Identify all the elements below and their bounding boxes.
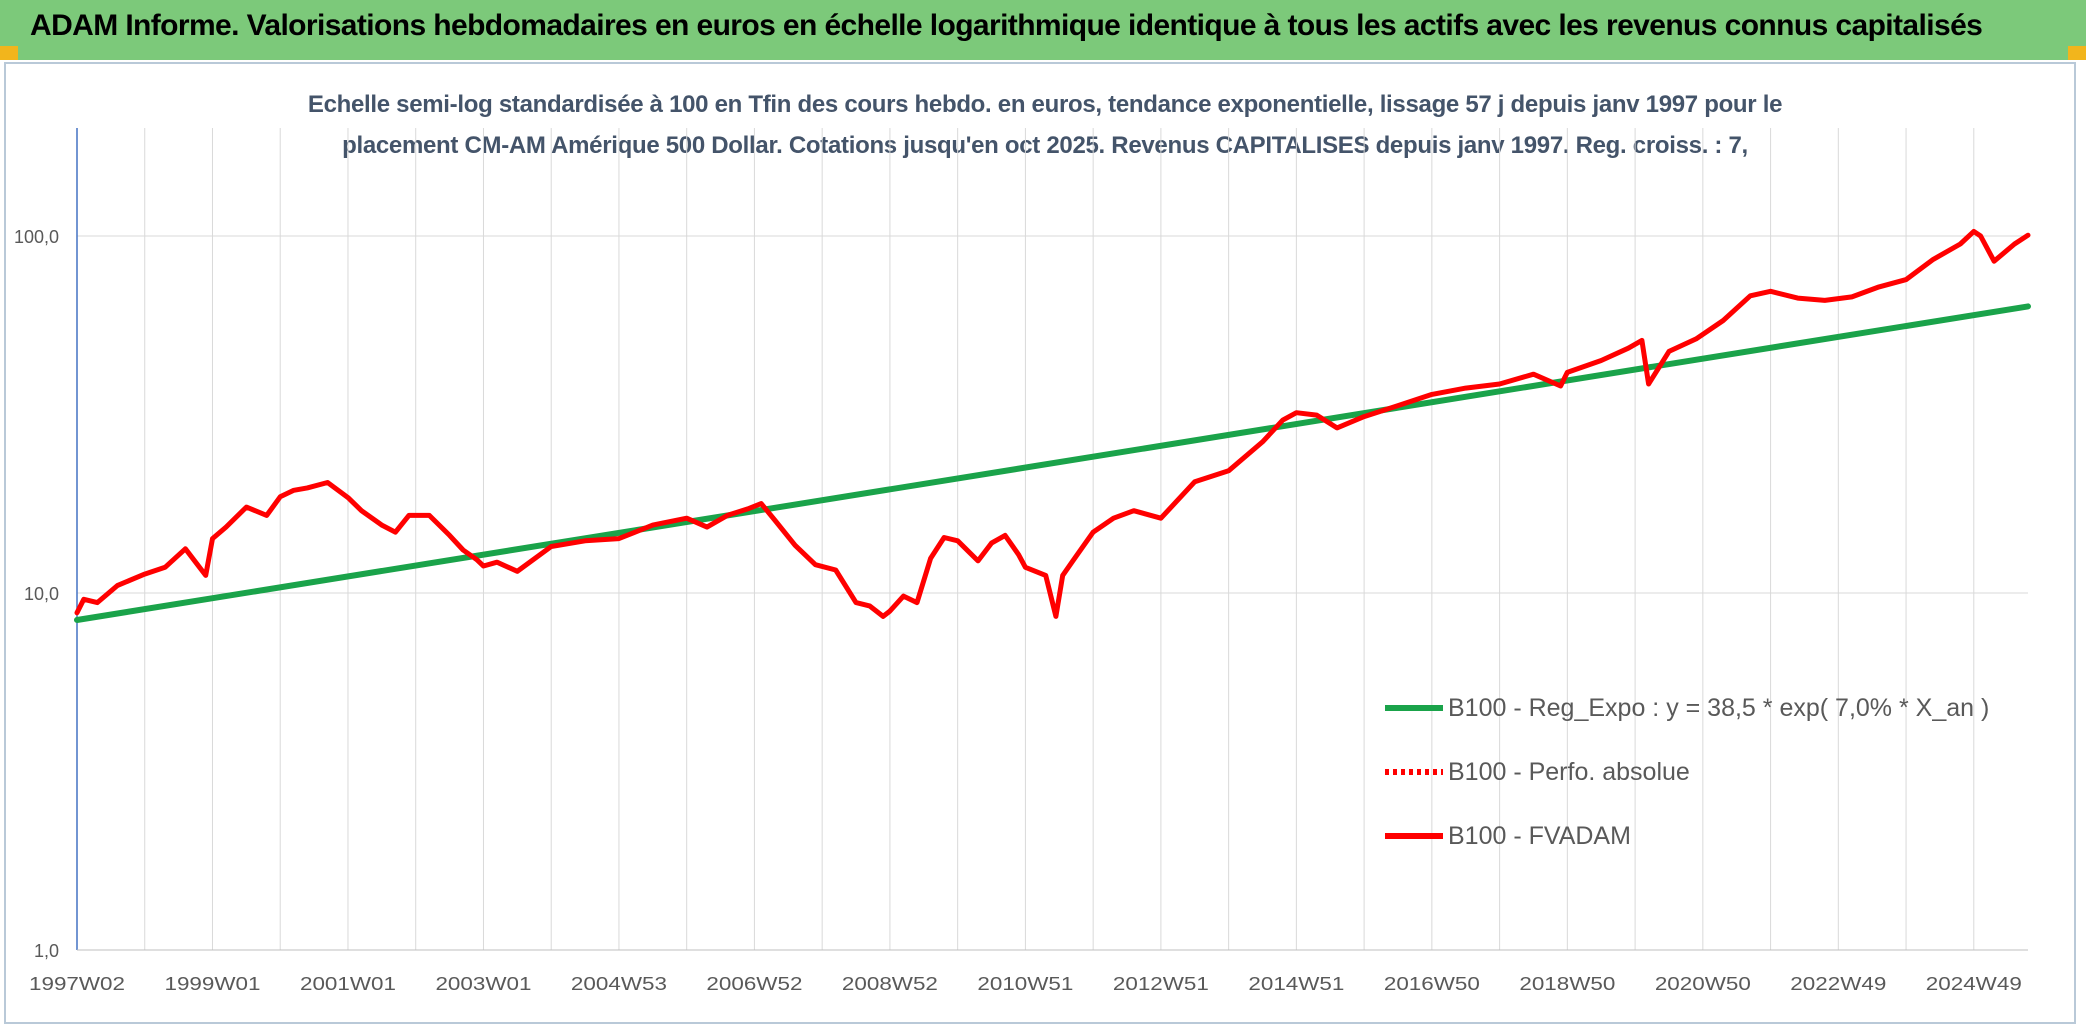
x-tick-label: 2001W01 [300,974,396,994]
x-tick-label: 1999W01 [164,974,260,994]
series-layer [74,228,2031,623]
corner-marker-right [2068,46,2086,60]
x-tick-label: 2014W51 [1248,974,1344,994]
y-tick-label: 1,0 [34,941,59,961]
chart-title-line-1: Echelle semi-log standardisée à 100 en T… [307,91,1783,118]
x-axis: 1997W02 1999W01 2001W01 2003W01 2004W53 2006W… [29,949,2028,994]
y-tick-label: 10,0 [24,584,59,604]
x-tick-label: 2012W51 [1113,974,1209,994]
grid-layer [76,128,2028,951]
chart-frame [4,62,2076,1024]
series-line-2 [74,228,2031,619]
legend-label-0: B100 - Reg_Expo : y = 38,5 * exp( 7,0% *… [1448,694,1989,722]
y-axis: 100,0 10,0 1,0 [14,128,78,961]
report-header: ADAM Informe. Valorisations hebdomadaire… [0,0,2086,60]
x-tick-label: 2016W50 [1384,974,1480,994]
legend: B100 - Reg_Expo : y = 38,5 * exp( 7,0% *… [1385,694,1989,850]
x-tick-label: 2008W52 [842,974,938,994]
report-title: ADAM Informe. Valorisations hebdomadaire… [30,9,1983,42]
x-tick-label: 2020W50 [1655,974,1751,994]
x-tick-label: 2006W52 [706,974,802,994]
corner-marker-left [0,46,18,60]
legend-label-1: B100 - Perfo. absolue [1448,758,1690,786]
series-line-0 [74,303,2031,623]
chart-title-line-2: placement CM-AM Amérique 500 Dollar. Cot… [342,132,1748,159]
chart-title: Echelle semi-log standardisée à 100 en T… [160,84,1930,166]
x-tick-label: 2004W53 [571,974,667,994]
x-tick-label: 2003W01 [435,974,531,994]
x-tick-label: 2022W49 [1790,974,1886,994]
y-tick-label: 100,0 [14,227,59,247]
x-tick-label: 2010W51 [977,974,1073,994]
legend-label-2: B100 - FVADAM [1448,822,1631,850]
x-tick-label: 1997W02 [29,974,125,994]
x-tick-label: 2024W49 [1926,974,2022,994]
x-tick-label: 2018W50 [1519,974,1615,994]
